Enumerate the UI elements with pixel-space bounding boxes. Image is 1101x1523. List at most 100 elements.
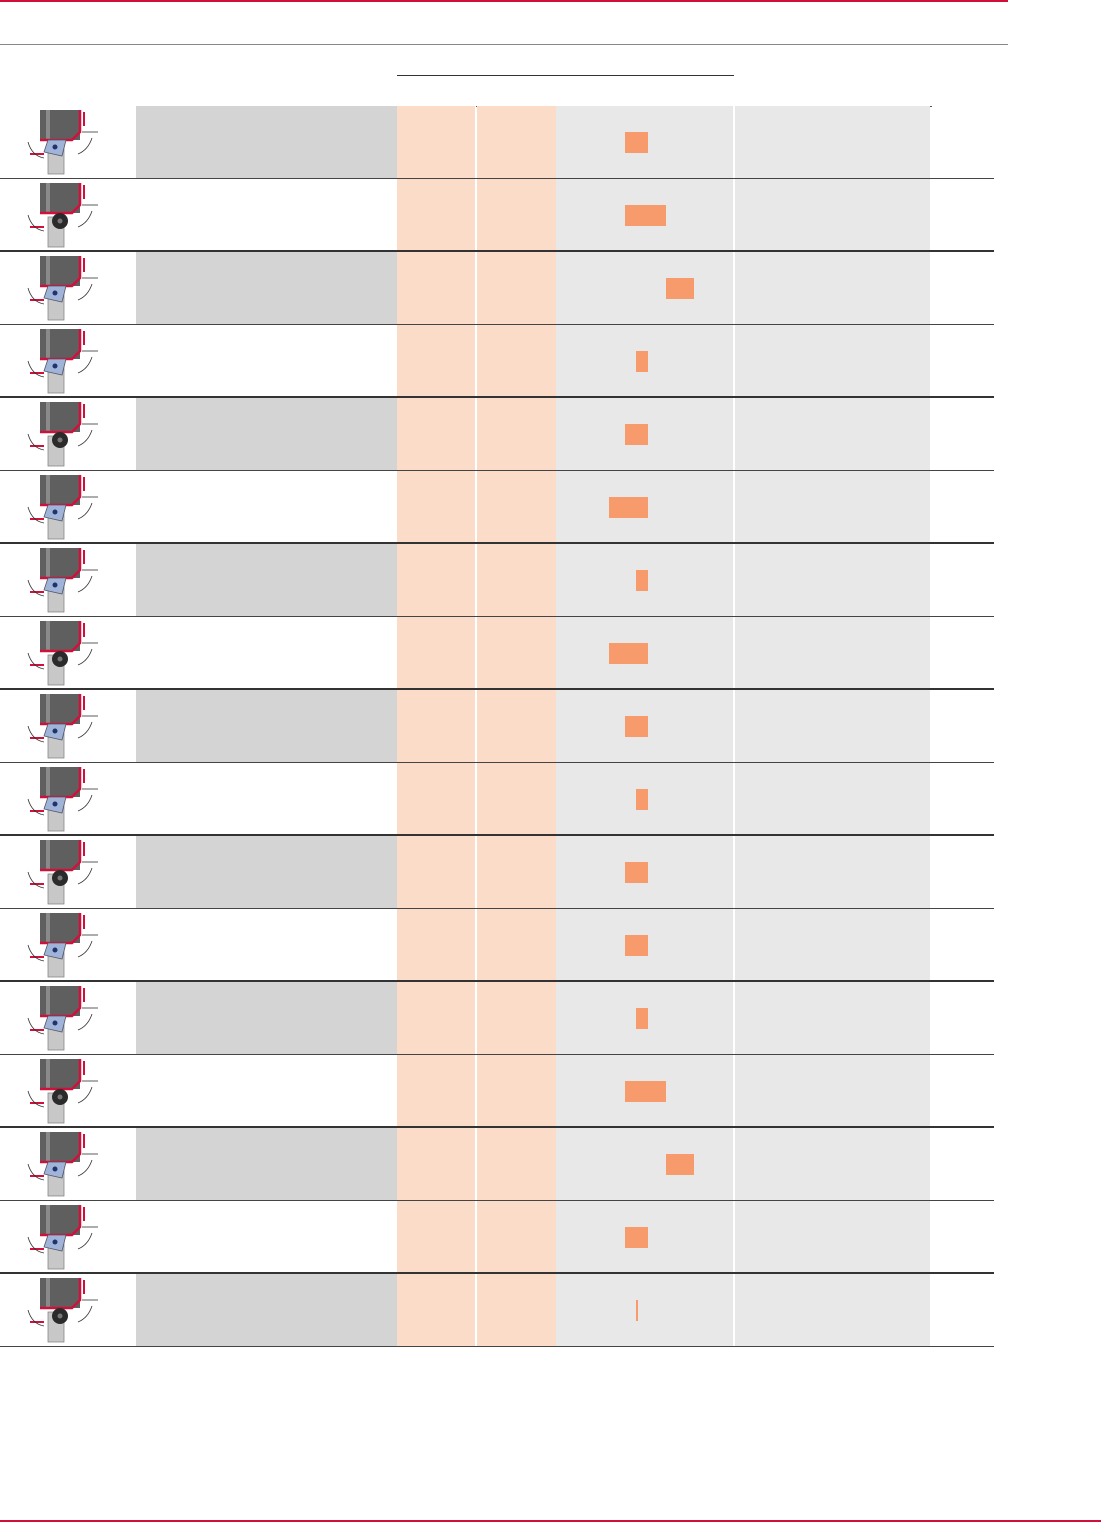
description-cell	[136, 106, 397, 178]
range-bar	[666, 278, 694, 299]
range-bar	[636, 789, 648, 810]
description-cell	[136, 763, 397, 834]
tool-holder-icon	[27, 913, 98, 978]
tool-holder-icon	[27, 183, 98, 248]
value-cell	[477, 1201, 556, 1272]
page-ref-cell	[932, 1201, 994, 1272]
table-row	[0, 1201, 994, 1274]
value-cell	[477, 106, 556, 178]
tool-holder-icon	[27, 475, 98, 540]
info-cell	[735, 325, 930, 396]
table-row	[0, 836, 994, 909]
value-cell	[477, 763, 556, 834]
tool-holder-icon	[27, 402, 98, 467]
header-divider	[0, 44, 1008, 45]
info-cell	[735, 106, 930, 178]
page-ref-cell	[932, 398, 994, 470]
table-row	[0, 252, 994, 325]
icon-cell	[0, 617, 136, 688]
range-bar	[609, 643, 648, 664]
page-ref-cell	[932, 836, 994, 908]
info-cell	[735, 179, 930, 250]
value-cell	[397, 252, 476, 324]
page-ref-cell	[932, 1274, 994, 1346]
tool-holder-icon	[27, 986, 98, 1051]
range-cell	[556, 179, 735, 250]
info-cell	[735, 617, 930, 688]
description-cell	[136, 1201, 397, 1272]
table-row	[0, 398, 994, 471]
range-bar	[636, 570, 648, 591]
info-cell	[735, 398, 930, 470]
icon-cell	[0, 252, 136, 324]
description-cell	[136, 690, 397, 762]
icon-cell	[0, 544, 136, 616]
icon-cell	[0, 325, 136, 396]
icon-cell	[0, 909, 136, 980]
icon-cell	[0, 982, 136, 1054]
value-cell	[477, 1055, 556, 1126]
value-cell	[397, 1274, 476, 1346]
table-row	[0, 1055, 994, 1128]
page-ref-cell	[932, 179, 994, 250]
info-cell	[735, 544, 930, 616]
value-cell	[477, 471, 556, 542]
value-cell	[397, 690, 476, 762]
tool-holder-icon	[27, 621, 98, 686]
icon-cell	[0, 1055, 136, 1126]
value-cell	[477, 544, 556, 616]
info-cell	[735, 1055, 930, 1126]
page-ref-cell	[932, 106, 994, 178]
table-row	[0, 617, 994, 690]
value-cell	[397, 617, 476, 688]
icon-cell	[0, 690, 136, 762]
bottom-accent-rule	[0, 1520, 1101, 1522]
value-cell	[397, 909, 476, 980]
value-cell	[477, 617, 556, 688]
value-cell	[477, 252, 556, 324]
table-row	[0, 471, 994, 544]
page-ref-cell	[932, 1055, 994, 1126]
info-cell	[735, 982, 930, 1054]
info-cell	[735, 763, 930, 834]
description-cell	[136, 398, 397, 470]
info-cell	[735, 471, 930, 542]
value-cell	[477, 179, 556, 250]
tool-holder-table	[0, 106, 994, 1347]
range-bar	[636, 1008, 648, 1029]
tool-holder-icon	[27, 1278, 98, 1343]
top-accent-rule	[0, 0, 1008, 2]
value-cell	[477, 1128, 556, 1200]
description-cell	[136, 1274, 397, 1346]
range-bar	[625, 132, 648, 153]
description-cell	[136, 471, 397, 542]
description-cell	[136, 836, 397, 908]
icon-cell	[0, 398, 136, 470]
icon-cell	[0, 1128, 136, 1200]
range-bar	[625, 935, 648, 956]
value-cell	[477, 982, 556, 1054]
value-cell	[397, 106, 476, 178]
icon-cell	[0, 179, 136, 250]
info-cell	[735, 1274, 930, 1346]
value-cell	[397, 325, 476, 396]
range-bar	[625, 1227, 648, 1248]
icon-cell	[0, 1201, 136, 1272]
range-cell	[556, 763, 735, 834]
range-cell	[556, 836, 735, 908]
table-row	[0, 179, 994, 252]
table-row	[0, 909, 994, 982]
tool-holder-icon	[27, 110, 98, 175]
range-cell	[556, 471, 735, 542]
range-bar	[609, 497, 648, 518]
value-cell	[477, 325, 556, 396]
range-bar	[625, 424, 648, 445]
icon-cell	[0, 1274, 136, 1346]
description-cell	[136, 617, 397, 688]
description-cell	[136, 252, 397, 324]
tool-holder-icon	[27, 1132, 98, 1197]
range-cell	[556, 398, 735, 470]
range-cell	[556, 1274, 735, 1346]
info-cell	[735, 909, 930, 980]
range-bar	[625, 862, 648, 883]
